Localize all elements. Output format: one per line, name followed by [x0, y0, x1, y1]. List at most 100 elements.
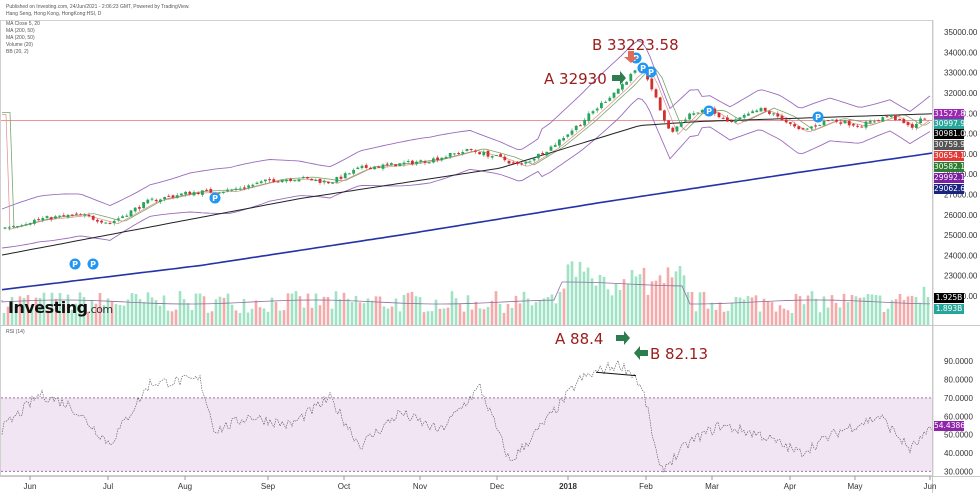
rsi-axis-tick: 30.0000	[944, 467, 973, 476]
volume-bar	[226, 293, 230, 325]
candle-body	[919, 118, 922, 124]
pivot-marker-letter: P	[648, 68, 654, 77]
candle-body	[570, 130, 574, 135]
volume-bar	[818, 312, 822, 325]
rsi-axis-tick: 80.0000	[944, 376, 973, 385]
chart-header-symbol: Hang Seng, Hong Kong, HongKong:HSI, D	[6, 11, 102, 17]
volume-bar	[186, 302, 190, 325]
volume-bar	[466, 295, 470, 325]
pivot-marker: P	[812, 111, 824, 123]
candle-body	[180, 193, 183, 196]
volume-bar	[142, 301, 146, 325]
candle-body	[915, 123, 918, 128]
volume-bar	[470, 309, 474, 325]
pivot-marker: P	[69, 258, 81, 270]
volume-bar	[702, 291, 706, 325]
candle-body	[104, 222, 108, 224]
volume-bar	[394, 298, 398, 325]
candle-body	[537, 153, 540, 159]
price-axis-tag: 30654.15	[934, 151, 970, 161]
pivot-marker: P	[645, 66, 657, 78]
volume-bar	[906, 296, 910, 325]
volume-bar	[526, 298, 530, 325]
volume-bar	[534, 302, 538, 325]
volume-bar	[530, 305, 534, 325]
candle-body	[595, 108, 599, 111]
candle-body	[385, 163, 389, 165]
candle-body	[604, 101, 607, 103]
candle-body	[390, 163, 393, 165]
volume-bar	[866, 293, 870, 325]
candle-body	[591, 111, 595, 114]
candle-body	[163, 197, 166, 200]
volume-bar	[670, 277, 674, 325]
volume-bar	[654, 280, 658, 325]
candle-body	[310, 178, 313, 181]
candle-body	[499, 154, 502, 157]
candle-body	[587, 113, 591, 122]
volume-bar	[382, 306, 386, 325]
volume-bar	[242, 298, 246, 325]
candle-body	[91, 215, 95, 220]
volume-bar	[306, 293, 310, 325]
time-axis-label: Mar	[705, 482, 719, 491]
indicator-label-4: Volume (20)	[6, 42, 33, 48]
volume-bar	[794, 293, 798, 325]
candle-body	[427, 162, 431, 164]
volume-bar	[238, 312, 242, 325]
annotation-rsi-b: B 82.13	[650, 345, 709, 363]
volume-bar	[714, 309, 718, 325]
candle-body	[831, 119, 834, 121]
volume-bar	[438, 308, 442, 325]
volume-bar	[666, 267, 670, 325]
volume-bar	[838, 307, 842, 325]
volume-bar	[502, 312, 506, 325]
volume-bar	[390, 306, 394, 325]
volume-bar	[886, 308, 890, 325]
candle-body	[285, 179, 288, 182]
candle-body	[784, 119, 788, 123]
price-axis-tick: 32000.00	[944, 89, 978, 98]
volume-bar	[770, 302, 774, 325]
volume-bar	[662, 283, 666, 325]
volume-bar	[22, 297, 26, 325]
candle-body	[663, 110, 666, 121]
volume-ma-line	[1, 281, 931, 305]
volume-bar	[62, 304, 66, 325]
volume-bar	[594, 285, 598, 325]
volume-bar	[214, 299, 218, 325]
pivot-marker-letter: P	[706, 107, 712, 116]
pivot-marker: P	[209, 192, 221, 204]
volume-bar	[174, 309, 178, 325]
candle-body	[755, 110, 759, 113]
candle-body	[873, 121, 876, 123]
candle-body	[436, 157, 439, 161]
price-axis-tick: 25000.00	[944, 231, 978, 240]
candle-body	[20, 225, 24, 227]
volume-bar	[286, 293, 290, 325]
candle-body	[415, 161, 418, 165]
rsi-divergence-line	[595, 371, 637, 377]
candle-body	[28, 223, 32, 225]
volume-bar	[722, 311, 726, 325]
candle-body	[377, 166, 381, 168]
volume-bar	[854, 296, 858, 325]
volume-bar	[846, 302, 850, 325]
volume-bar	[638, 274, 642, 325]
volume-bar	[166, 310, 170, 325]
candle-body	[868, 120, 872, 123]
volume-bar	[490, 300, 494, 325]
candle-body	[894, 115, 897, 121]
candle-body	[222, 191, 225, 193]
volume-bar	[338, 299, 342, 325]
candle-body	[108, 222, 112, 224]
volume-bar	[826, 307, 830, 325]
time-axis-label: Apr	[784, 482, 797, 491]
volume-bar	[730, 302, 734, 325]
candle-body	[297, 179, 301, 182]
candle-body	[721, 117, 725, 119]
volume-bar	[198, 293, 202, 325]
volume-bar	[862, 297, 866, 325]
volume-bar	[138, 299, 142, 325]
volume-bar	[882, 312, 886, 325]
